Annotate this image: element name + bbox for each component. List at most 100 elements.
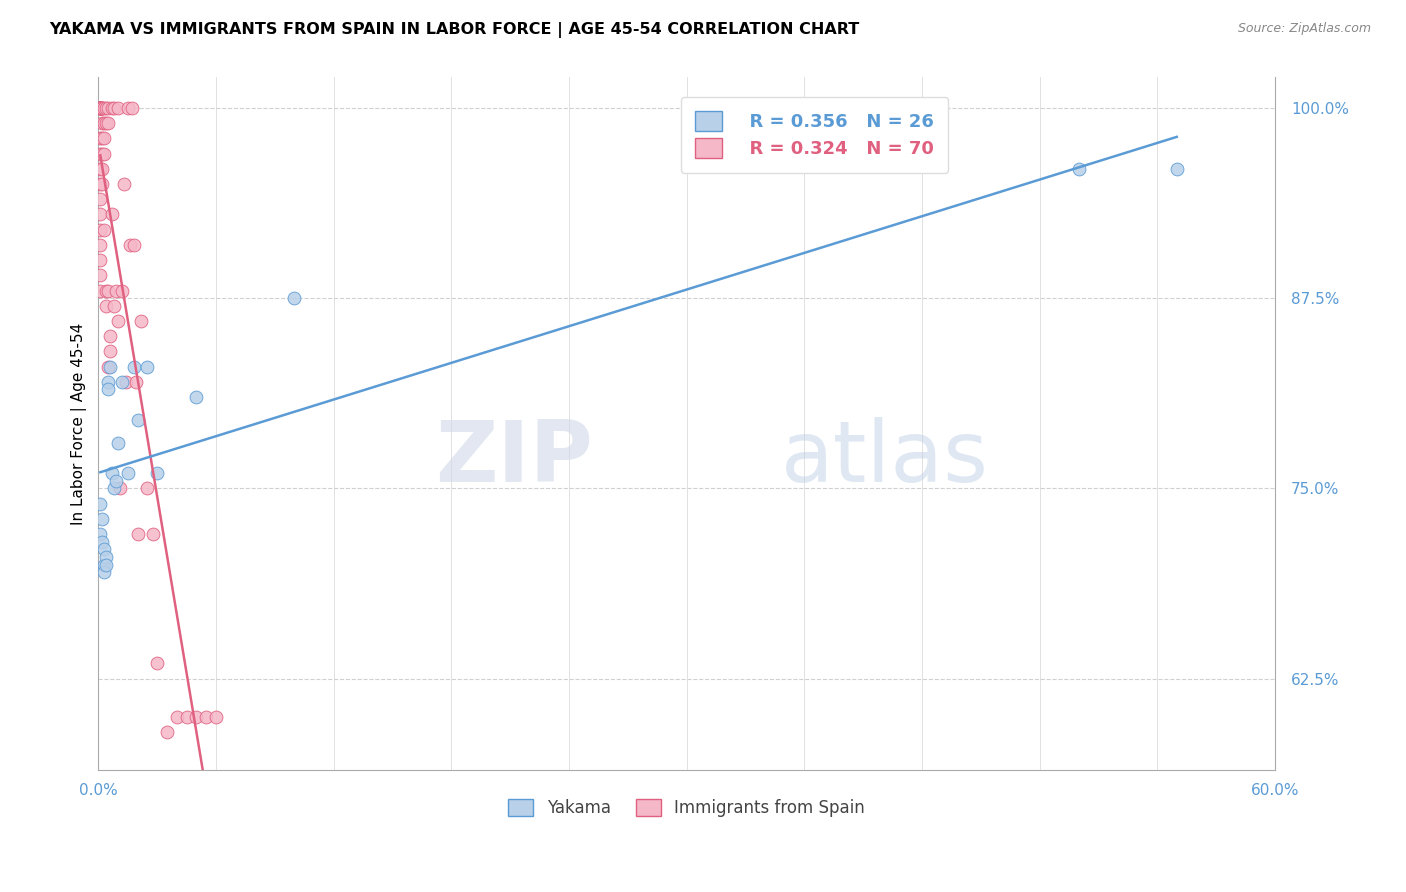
Point [93, 116, 115, 130]
Point [93, 558, 115, 572]
Point [176, 710, 198, 724]
Point [166, 710, 188, 724]
Point [117, 101, 139, 115]
Point [97, 284, 120, 298]
Point [91, 161, 114, 176]
Point [105, 284, 128, 298]
Point [97, 359, 120, 374]
Point [146, 657, 169, 671]
Point [107, 314, 129, 328]
Point [89, 101, 111, 115]
Point [89, 268, 111, 283]
Point [96, 549, 118, 564]
Point [91, 146, 114, 161]
Point [97, 101, 120, 115]
Point [89, 161, 111, 176]
Point [142, 527, 165, 541]
Point [283, 291, 305, 305]
Point [96, 299, 118, 313]
Point [96, 558, 118, 572]
Point [93, 101, 115, 115]
Point [105, 474, 128, 488]
Point [111, 375, 134, 389]
Point [89, 527, 111, 541]
Point [97, 383, 120, 397]
Point [97, 116, 120, 130]
Point [89, 101, 111, 115]
Text: ZIP: ZIP [434, 417, 592, 500]
Point [96, 116, 118, 130]
Point [89, 101, 111, 115]
Point [136, 359, 159, 374]
Point [89, 146, 111, 161]
Point [96, 101, 118, 115]
Point [91, 101, 114, 115]
Point [93, 542, 115, 557]
Point [89, 222, 111, 236]
Point [91, 101, 114, 115]
Point [89, 101, 111, 115]
Y-axis label: In Labor Force | Age 45-54: In Labor Force | Age 45-54 [72, 323, 87, 524]
Point [89, 192, 111, 206]
Point [89, 253, 111, 268]
Point [89, 177, 111, 191]
Point [107, 435, 129, 450]
Point [122, 238, 145, 252]
Point [103, 101, 125, 115]
Point [186, 390, 208, 404]
Point [136, 482, 159, 496]
Point [101, 207, 124, 221]
Point [89, 101, 111, 115]
Point [89, 497, 111, 511]
Point [89, 238, 111, 252]
Point [112, 177, 135, 191]
Point [195, 710, 218, 724]
Point [103, 482, 125, 496]
Point [121, 101, 143, 115]
Point [205, 710, 228, 724]
Point [98, 344, 121, 359]
Point [114, 375, 136, 389]
Point [186, 710, 208, 724]
Point [89, 207, 111, 221]
Point [118, 238, 141, 252]
Point [89, 101, 111, 115]
Point [146, 466, 169, 480]
Point [91, 116, 114, 130]
Point [91, 534, 114, 549]
Point [131, 314, 153, 328]
Point [93, 146, 115, 161]
Point [93, 565, 115, 579]
Point [91, 131, 114, 145]
Legend: Yakama, Immigrants from Spain: Yakama, Immigrants from Spain [502, 792, 872, 824]
Text: YAKAMA VS IMMIGRANTS FROM SPAIN IN LABOR FORCE | AGE 45-54 CORRELATION CHART: YAKAMA VS IMMIGRANTS FROM SPAIN IN LABOR… [49, 22, 859, 38]
Point [127, 413, 149, 427]
Point [1166, 161, 1188, 176]
Point [101, 466, 124, 480]
Point [1067, 161, 1090, 176]
Point [103, 299, 125, 313]
Point [91, 101, 114, 115]
Point [107, 101, 129, 115]
Point [93, 131, 115, 145]
Point [89, 101, 111, 115]
Text: atlas: atlas [780, 417, 988, 500]
Point [122, 359, 145, 374]
Text: Source: ZipAtlas.com: Source: ZipAtlas.com [1237, 22, 1371, 36]
Point [117, 466, 139, 480]
Point [89, 101, 111, 115]
Point [89, 284, 111, 298]
Point [98, 359, 121, 374]
Point [111, 284, 134, 298]
Point [101, 101, 124, 115]
Point [89, 101, 111, 115]
Point [127, 527, 149, 541]
Point [91, 512, 114, 526]
Point [124, 375, 146, 389]
Point [98, 329, 121, 343]
Point [93, 222, 115, 236]
Point [91, 177, 114, 191]
Point [89, 131, 111, 145]
Point [96, 284, 118, 298]
Point [108, 482, 131, 496]
